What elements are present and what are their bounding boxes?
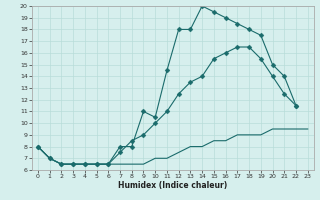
X-axis label: Humidex (Indice chaleur): Humidex (Indice chaleur) — [118, 181, 228, 190]
